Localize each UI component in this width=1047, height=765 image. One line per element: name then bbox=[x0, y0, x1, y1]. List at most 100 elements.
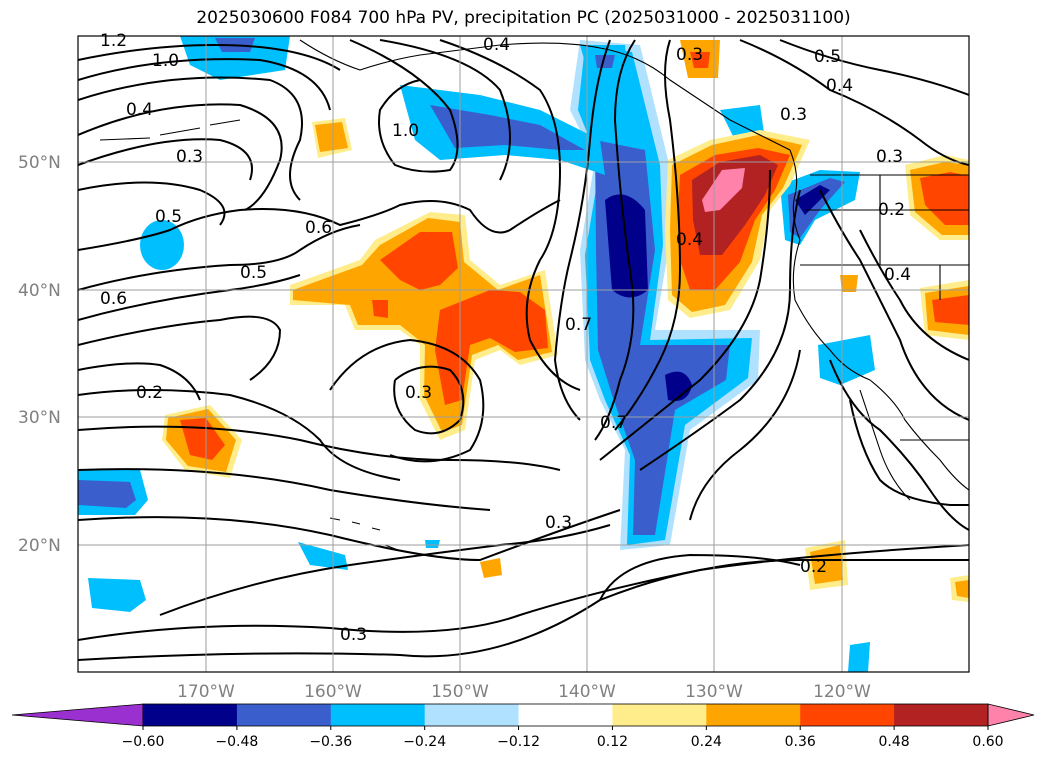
pv-contour bbox=[78, 468, 491, 511]
contour-label: 0.4 bbox=[483, 35, 510, 55]
contour-label: 0.7 bbox=[565, 315, 592, 335]
pc-negative-coast-inner bbox=[788, 178, 845, 238]
colorbar-tick-label: −0.60 bbox=[122, 734, 165, 750]
pv-contour bbox=[639, 189, 801, 471]
colorbar-frame bbox=[142, 703, 989, 727]
pv-contour bbox=[553, 39, 611, 421]
pc-shading-layer bbox=[78, 36, 969, 672]
pv-contour bbox=[78, 558, 969, 661]
lon-tick-labels: 170°W 160°W 150°W 140°W 130°W 120°W bbox=[177, 682, 871, 702]
pv-contour bbox=[594, 39, 636, 441]
coastline-aleutians bbox=[99, 119, 241, 141]
colorbar-segment bbox=[330, 704, 426, 726]
contour-label: 0.5 bbox=[814, 47, 841, 67]
colorbar-tick-label: 0.48 bbox=[879, 734, 910, 750]
pv-contour bbox=[779, 39, 969, 96]
contour-label: 1.0 bbox=[152, 51, 179, 71]
colorbar-tick-label: −0.24 bbox=[403, 734, 446, 750]
pc-negative-arc-inner bbox=[430, 105, 585, 150]
pv-contour bbox=[78, 199, 561, 251]
pc-negative-core-south bbox=[665, 371, 692, 401]
contour-label: 0.7 bbox=[600, 413, 627, 433]
pv-contour bbox=[739, 39, 969, 166]
colorbar-tick-label: −0.36 bbox=[309, 734, 352, 750]
contour-label: 1.0 bbox=[392, 121, 419, 141]
pv-contour bbox=[78, 315, 282, 381]
lat-tick-label: 20°N bbox=[18, 536, 61, 556]
lat-tick-label: 30°N bbox=[18, 408, 61, 428]
pv-contour bbox=[78, 274, 301, 321]
pv-contour bbox=[78, 362, 201, 401]
pv-contour bbox=[78, 58, 331, 111]
lon-tick-label: 160°W bbox=[304, 682, 362, 702]
map-frame bbox=[77, 35, 970, 673]
colorbar-segment bbox=[706, 704, 801, 726]
coastline-baja bbox=[859, 389, 911, 501]
lon-tick-label: 140°W bbox=[558, 682, 616, 702]
lat-tick-label: 50°N bbox=[18, 153, 61, 173]
pc-positive-small-1 bbox=[372, 300, 388, 318]
pc-positive-small-7 bbox=[840, 275, 858, 292]
colorbar: −0.60 −0.48 −0.36 −0.24 −0.12 0.12 0.24 0.36 0.4… bbox=[11, 703, 1035, 750]
colorbar-tick-label: 0.36 bbox=[785, 734, 816, 750]
colorbar-segment bbox=[800, 704, 895, 726]
coastline-layer bbox=[99, 39, 969, 551]
pv-contour bbox=[439, 39, 581, 391]
pc-negative-small-2 bbox=[88, 578, 146, 612]
pc-positive-east-1-red bbox=[920, 172, 969, 225]
pv-contour bbox=[599, 169, 771, 461]
contour-label: 0.3 bbox=[876, 147, 903, 167]
pv-contour bbox=[859, 229, 969, 361]
pv-contour bbox=[78, 425, 561, 471]
pc-negative-top-mid-core bbox=[595, 55, 615, 68]
contour-label: 0.3 bbox=[545, 513, 572, 533]
pc-negative-small-5 bbox=[818, 335, 875, 385]
contour-label: 0.2 bbox=[878, 200, 905, 220]
pc-positive-midpac-red-2 bbox=[435, 290, 548, 405]
gridlines bbox=[78, 36, 969, 672]
chart-title: 2025030600 F084 700 hPa PV, precipitatio… bbox=[196, 8, 851, 28]
colorbar-segment bbox=[143, 704, 238, 726]
pc-positive-midpac-mid bbox=[293, 218, 552, 432]
pv-contour bbox=[849, 399, 969, 506]
pv-contour bbox=[78, 43, 341, 71]
contour-label: 0.2 bbox=[800, 557, 827, 577]
contour-label: 0.4 bbox=[826, 76, 853, 96]
pv-contour bbox=[78, 138, 253, 181]
pv-contour bbox=[78, 224, 361, 291]
colorbar-tick-label: 0.12 bbox=[597, 734, 628, 750]
contour-label: 0.4 bbox=[126, 100, 153, 120]
colorbar-segment bbox=[236, 704, 332, 726]
lat-tick-label: 40°N bbox=[18, 281, 61, 301]
pv-contour bbox=[78, 509, 621, 562]
pc-positive-pnw-pink bbox=[702, 168, 745, 212]
contour-label: 0.6 bbox=[100, 289, 127, 309]
lon-tick-label: 170°W bbox=[177, 682, 235, 702]
pv-contour bbox=[599, 553, 801, 601]
contour-label: 0.3 bbox=[405, 383, 432, 403]
contour-label: 0.3 bbox=[780, 105, 807, 125]
contour-label: 0.2 bbox=[136, 383, 163, 403]
pc-negative-small-3 bbox=[298, 542, 348, 570]
pv-contour-layer bbox=[78, 39, 969, 661]
pv-contour bbox=[829, 359, 969, 531]
pc-negative-small-6 bbox=[848, 642, 870, 672]
pc-positive-small-9 bbox=[690, 52, 710, 68]
pc-positive-small-3 bbox=[315, 122, 348, 152]
pv-contour bbox=[78, 103, 283, 211]
pv-contour bbox=[78, 181, 226, 226]
contour-label: 0.4 bbox=[676, 230, 703, 250]
pc-positive-small-11 bbox=[955, 580, 969, 598]
pc-negative-small-1 bbox=[140, 220, 184, 270]
lon-tick-label: 130°W bbox=[685, 682, 743, 702]
contour-label: 0.5 bbox=[155, 207, 182, 227]
pv-contour bbox=[349, 39, 459, 173]
contour-label: 0.3 bbox=[676, 45, 703, 65]
pv-contour bbox=[159, 524, 611, 616]
contour-label: 0.6 bbox=[305, 218, 332, 238]
pv-contour bbox=[78, 389, 401, 481]
pv-contour bbox=[614, 39, 682, 431]
pc-positive-small-4 bbox=[480, 558, 502, 578]
contour-label: 0.3 bbox=[340, 625, 367, 645]
pv-contour bbox=[329, 338, 485, 463]
